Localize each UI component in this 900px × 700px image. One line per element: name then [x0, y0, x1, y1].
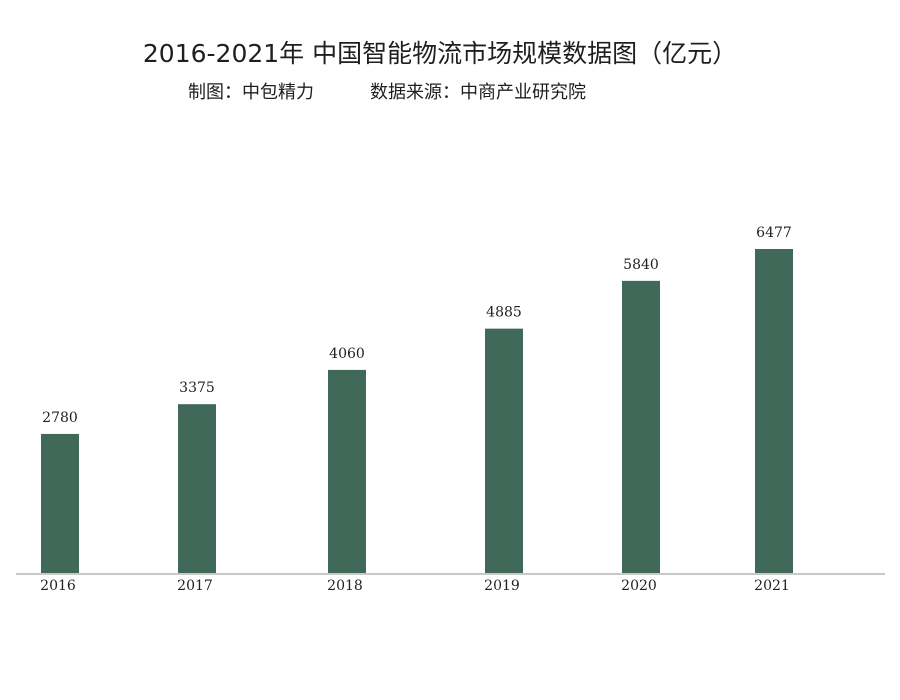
chart-source: 数据来源：中商产业研究院	[370, 82, 586, 103]
bar-2019	[485, 328, 523, 573]
data-label-2020: 5840	[623, 257, 659, 273]
bar-2020	[622, 280, 660, 573]
data-label-2019: 4885	[486, 305, 522, 321]
data-label-2021: 6477	[756, 225, 792, 241]
data-label-2017: 3375	[179, 380, 215, 396]
x-tick-label-2019: 2019	[484, 578, 520, 594]
bar-2017	[178, 404, 216, 573]
x-tick-label-2020: 2020	[621, 578, 657, 594]
bar-2016	[41, 433, 79, 573]
chart-title: 2016-2021年 中国智能物流市场规模数据图（亿元）	[142, 39, 738, 68]
x-tick-label-2021: 2021	[754, 578, 790, 594]
x-tick-label-2016: 2016	[40, 578, 76, 594]
x-tick-label-2017: 2017	[177, 578, 213, 594]
data-label-2016: 2780	[42, 410, 78, 426]
bar-2018	[328, 369, 366, 573]
chart-credit: 制图：中包精力	[188, 82, 314, 103]
x-tick-label-2018: 2018	[327, 578, 363, 594]
data-label-2018: 4060	[329, 346, 365, 362]
chart-subtitle: 制图：中包精力 数据来源：中商产业研究院	[188, 78, 586, 104]
bar-2021	[755, 249, 793, 573]
